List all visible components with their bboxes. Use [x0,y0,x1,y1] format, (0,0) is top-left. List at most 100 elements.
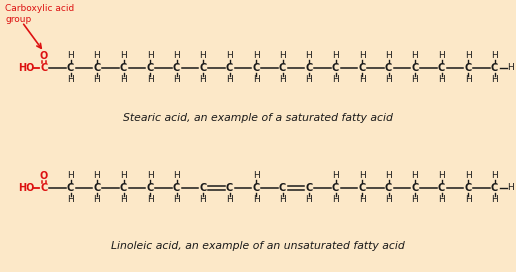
Text: C: C [464,63,472,73]
Text: C: C [332,183,339,193]
Text: C: C [226,183,233,193]
Text: C: C [279,183,286,193]
Text: H: H [359,51,365,60]
Text: H: H [438,172,445,181]
Text: H: H [412,51,418,60]
Text: C: C [332,63,339,73]
Text: H: H [305,51,312,60]
Text: C: C [67,63,74,73]
Text: C: C [199,63,206,73]
Text: H: H [385,51,392,60]
Text: C: C [199,183,206,193]
Text: H: H [67,51,74,60]
Text: H: H [279,76,286,85]
Text: H: H [359,76,365,85]
Text: H: H [253,76,260,85]
Text: H: H [253,172,260,181]
Text: C: C [147,183,154,193]
Text: H: H [385,76,392,85]
Text: HO: HO [18,63,34,73]
Text: H: H [67,172,74,181]
Text: C: C [226,63,233,73]
Text: H: H [491,51,498,60]
Text: H: H [253,196,260,205]
Text: H: H [412,196,418,205]
Text: H: H [226,76,233,85]
Text: H: H [200,51,206,60]
Text: C: C [464,183,472,193]
Text: H: H [200,196,206,205]
Text: C: C [93,63,101,73]
Text: H: H [200,76,206,85]
Text: H: H [173,51,180,60]
Text: H: H [359,196,365,205]
Text: H: H [120,172,127,181]
Text: H: H [438,76,445,85]
Text: H: H [464,196,472,205]
Text: H: H [332,172,339,181]
Text: H: H [412,76,418,85]
Text: H: H [226,196,233,205]
Text: H: H [332,196,339,205]
Text: O: O [40,171,48,181]
Text: C: C [120,63,127,73]
Text: H: H [93,196,101,205]
Text: H: H [147,172,153,181]
Text: H: H [507,63,514,73]
Text: C: C [252,183,260,193]
Text: C: C [385,63,392,73]
Text: H: H [279,196,286,205]
Text: C: C [438,183,445,193]
Text: H: H [147,76,153,85]
Text: HO: HO [18,183,34,193]
Text: H: H [332,51,339,60]
Text: H: H [385,196,392,205]
Text: H: H [147,196,153,205]
Text: H: H [491,172,498,181]
Text: C: C [411,183,418,193]
Text: H: H [438,196,445,205]
Text: H: H [120,51,127,60]
Text: O: O [40,51,48,61]
Text: C: C [173,63,180,73]
Text: C: C [491,63,498,73]
Text: C: C [305,63,313,73]
Text: C: C [411,63,418,73]
Text: H: H [173,172,180,181]
Text: H: H [93,172,101,181]
Text: Carboxylic acid
group: Carboxylic acid group [5,4,74,24]
Text: C: C [359,63,366,73]
Text: C: C [491,183,498,193]
Text: C: C [93,183,101,193]
Text: C: C [67,183,74,193]
Text: H: H [173,76,180,85]
Text: C: C [40,63,47,73]
Text: H: H [173,196,180,205]
Text: H: H [147,51,153,60]
Text: H: H [359,172,365,181]
Text: H: H [491,196,498,205]
Text: H: H [93,76,101,85]
Text: H: H [385,172,392,181]
Text: C: C [40,183,47,193]
Text: C: C [279,63,286,73]
Text: C: C [173,183,180,193]
Text: H: H [226,51,233,60]
Text: C: C [438,63,445,73]
Text: Linoleic acid, an example of an unsaturated fatty acid: Linoleic acid, an example of an unsatura… [111,241,405,251]
Text: H: H [120,196,127,205]
Text: H: H [67,196,74,205]
Text: H: H [412,172,418,181]
Text: H: H [464,51,472,60]
Text: H: H [305,76,312,85]
Text: C: C [252,63,260,73]
Text: C: C [305,183,313,193]
Text: H: H [464,76,472,85]
Text: C: C [120,183,127,193]
Text: H: H [253,51,260,60]
Text: H: H [305,196,312,205]
Text: C: C [359,183,366,193]
Text: H: H [491,76,498,85]
Text: H: H [507,184,514,193]
Text: C: C [147,63,154,73]
